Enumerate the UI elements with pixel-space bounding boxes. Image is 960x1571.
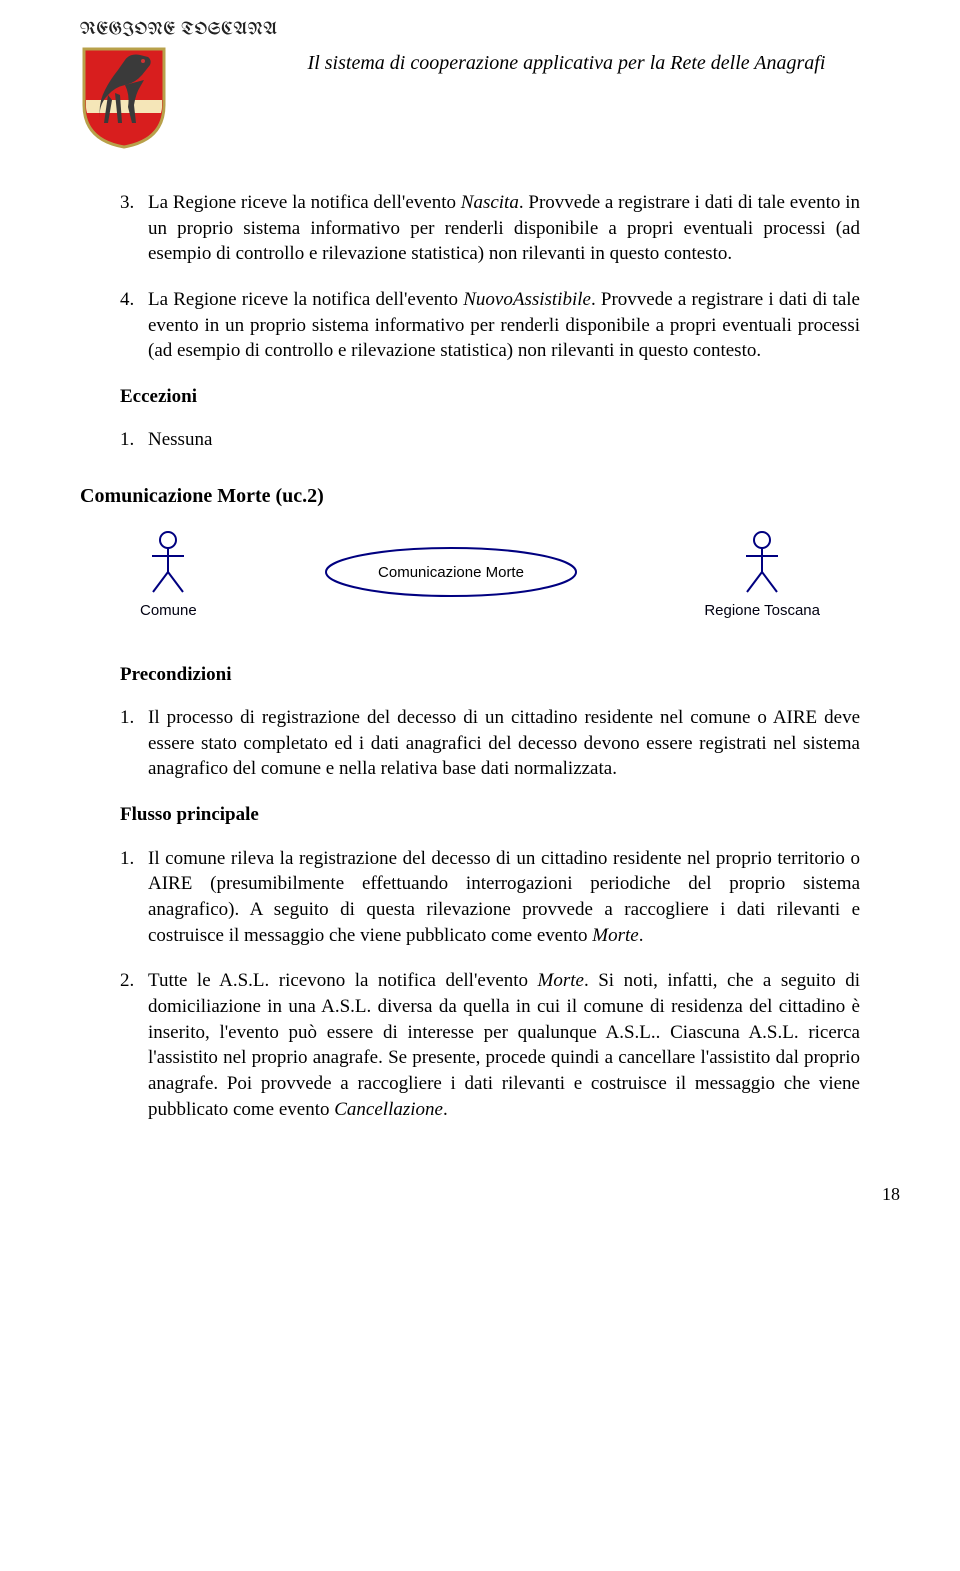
text-part: Il comune rileva la registrazione del de… (148, 848, 860, 946)
list-item-4: 4. La Regione riceve la notifica dell'ev… (120, 287, 860, 364)
flusso-item-2: 2. Tutte le A.S.L. ricevono la notifica … (120, 968, 860, 1122)
actor-regione: Regione Toscana (704, 530, 820, 622)
list-num: 3. (120, 190, 148, 267)
shield-logo (80, 45, 168, 150)
list-text: Il comune rileva la registrazione del de… (148, 846, 860, 949)
precond-item: 1. Il processo di registrazione del dece… (120, 705, 860, 782)
list-text: La Regione riceve la notifica dell'event… (148, 287, 860, 364)
doc-title: Il sistema di cooperazione applicativa p… (308, 50, 880, 77)
text-part: . (639, 925, 644, 946)
list-text: Nessuna (148, 427, 860, 453)
list-num: 1. (120, 427, 148, 453)
italic-term: Morte (592, 925, 638, 946)
precondizioni-heading: Precondizioni (120, 662, 860, 688)
list-text: Il processo di registrazione del decesso… (148, 705, 860, 782)
flusso-heading: Flusso principale (120, 802, 860, 828)
list-num: 1. (120, 705, 148, 782)
text-part: La Regione riceve la notifica dell'event… (148, 192, 461, 213)
text-part: . Si noti, infatti, che a seguito di dom… (148, 970, 860, 1119)
eccezioni-heading: Eccezioni (120, 384, 860, 410)
section-title: Comunicazione Morte (uc.2) (80, 483, 860, 510)
list-num: 1. (120, 846, 148, 949)
text-part: Tutte le A.S.L. ricevono la notifica del… (148, 970, 538, 991)
text-part: La Regione riceve la notifica dell'event… (148, 289, 463, 310)
italic-term: Nascita (461, 192, 519, 213)
usecase-label: Comunicazione Morte (378, 564, 524, 581)
list-text: La Regione riceve la notifica dell'event… (148, 190, 860, 267)
italic-term: Morte (538, 970, 584, 991)
italic-term: NuovoAssistibile (463, 289, 591, 310)
usecase-node: Comunicazione Morte (321, 545, 581, 606)
page-header: REGIONE TOSCANA Il sistema di cooperazio… (80, 20, 880, 150)
eccezioni-item: 1. Nessuna (120, 427, 860, 453)
list-num: 4. (120, 287, 148, 364)
page-number: 18 (80, 1182, 900, 1206)
actor-label: Regione Toscana (704, 601, 820, 621)
uml-diagram: Comune Comunicazione Morte Regione Tosca… (120, 530, 860, 622)
actor-label: Comune (140, 601, 197, 621)
actor-comune: Comune (140, 530, 197, 622)
logo-block: REGIONE TOSCANA (80, 20, 278, 150)
list-num: 2. (120, 968, 148, 1122)
text-part: . (443, 1099, 448, 1120)
flusso-item-1: 1. Il comune rileva la registrazione del… (120, 846, 860, 949)
italic-term: Cancellazione (334, 1099, 443, 1120)
org-name: REGIONE TOSCANA (80, 20, 278, 43)
list-item-3: 3. La Regione riceve la notifica dell'ev… (120, 190, 860, 267)
actor-icon (147, 530, 189, 595)
list-text: Tutte le A.S.L. ricevono la notifica del… (148, 968, 860, 1122)
actor-icon (741, 530, 783, 595)
content-body: 3. La Regione riceve la notifica dell'ev… (120, 190, 860, 1122)
